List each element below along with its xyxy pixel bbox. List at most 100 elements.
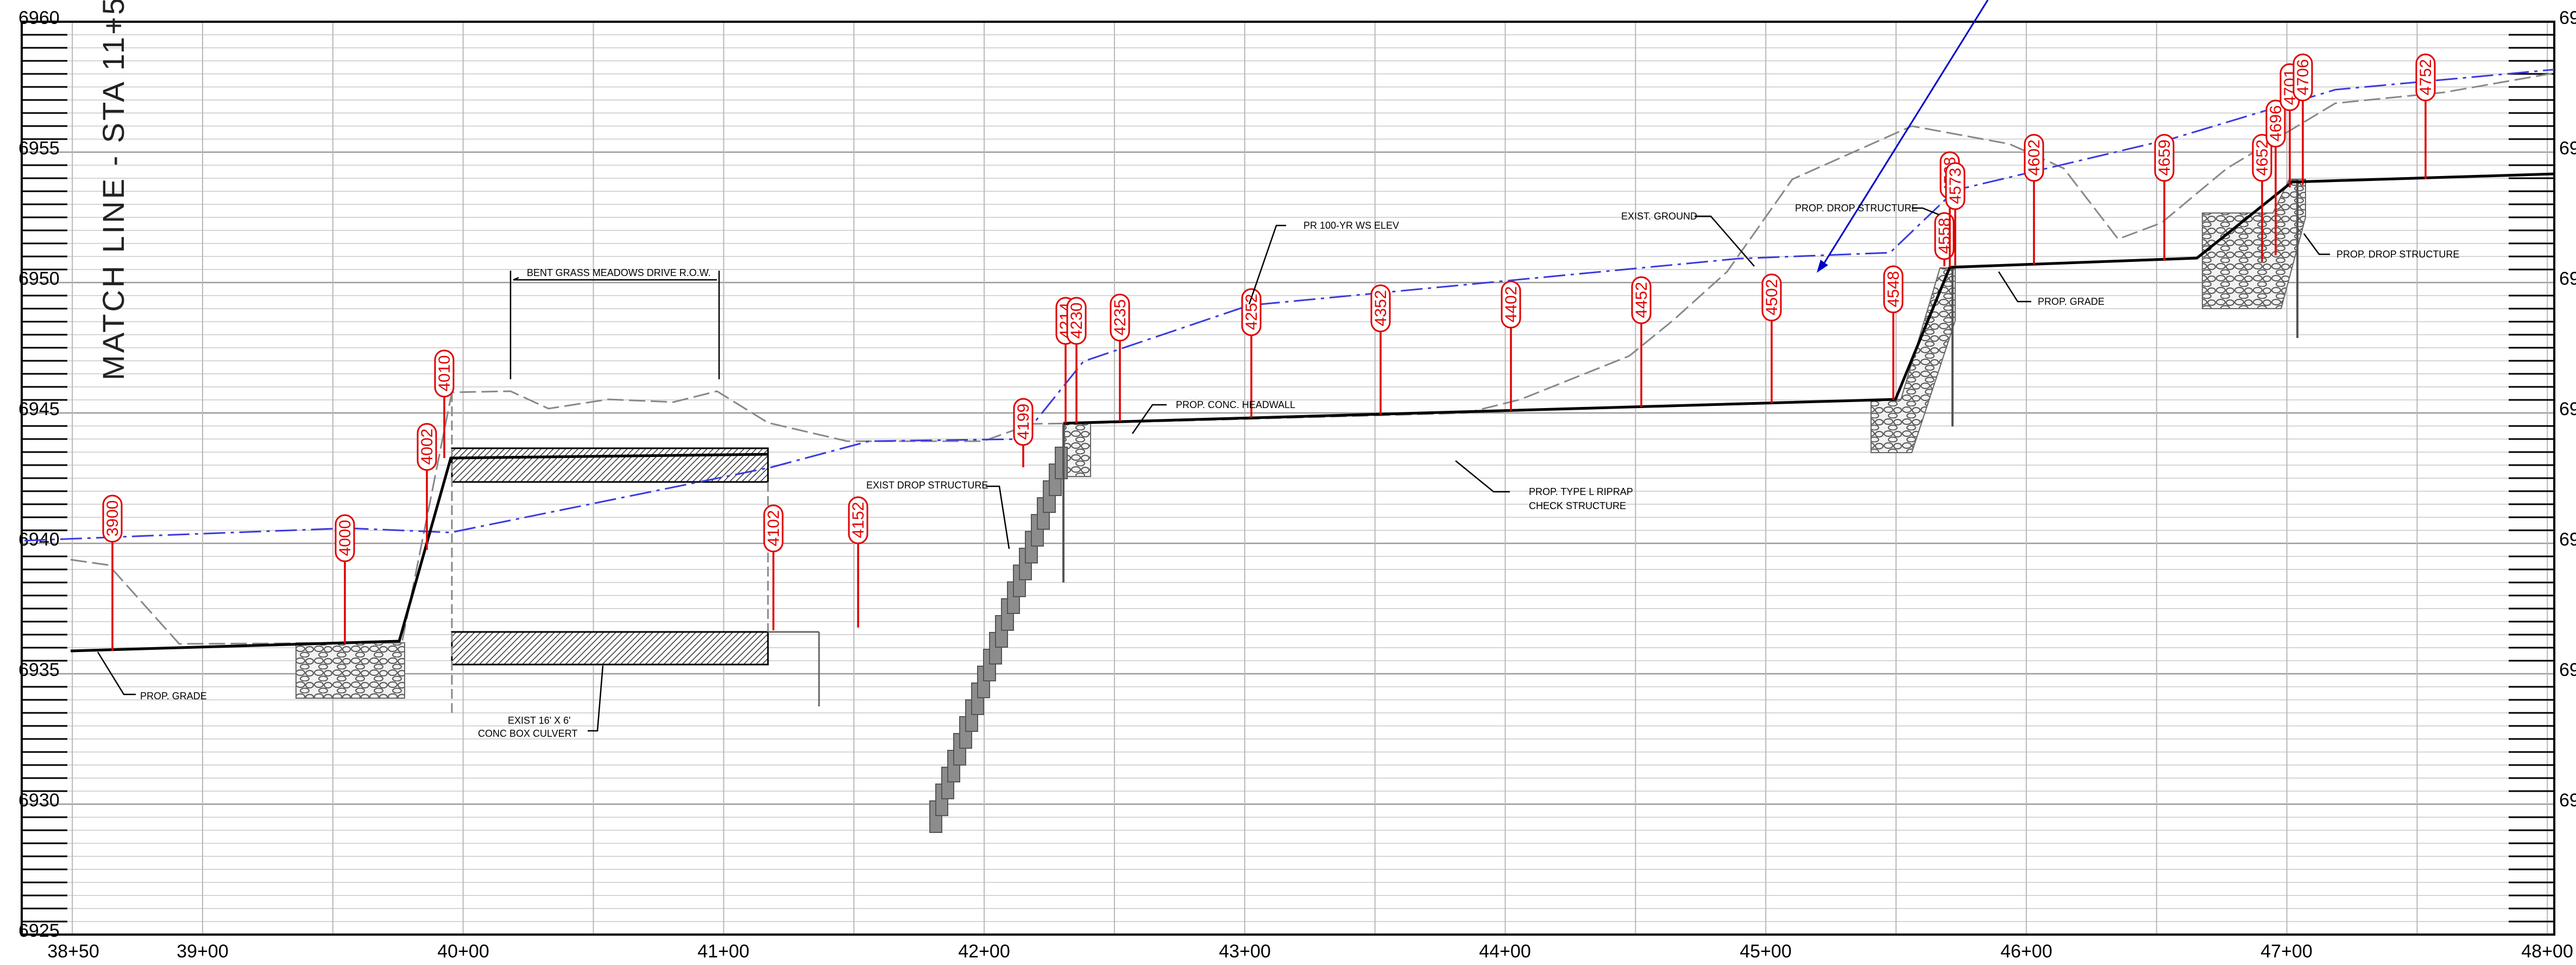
elevation-label-right: 69 bbox=[2559, 660, 2576, 680]
station-marker-label: 4252 bbox=[1243, 294, 1261, 330]
station-marker-label: 4152 bbox=[849, 502, 867, 538]
water-surface-line bbox=[24, 68, 2555, 542]
station-marker-label: 4452 bbox=[1633, 282, 1651, 318]
station-marker: 4402 bbox=[1501, 280, 1521, 411]
riprap-label: PROP. TYPE L RIPRAP bbox=[1529, 486, 1633, 497]
riprap-areas bbox=[295, 179, 2306, 699]
station-marker-label: 4010 bbox=[436, 355, 454, 392]
station-axis: 38+50 39+00 40+00 41+00 42+00 43+00 44+0… bbox=[47, 941, 2573, 962]
structure-walls bbox=[1062, 179, 2298, 582]
station-label: 45+00 bbox=[1740, 941, 1792, 962]
station-label: 39+00 bbox=[177, 941, 229, 962]
station-marker-label: 4230 bbox=[1068, 303, 1086, 339]
elevation-label: 6950 bbox=[18, 268, 60, 289]
station-marker-label: 4502 bbox=[1763, 279, 1781, 316]
riprap-label: CHECK STRUCTURE bbox=[1529, 500, 1626, 511]
exist-ground-label: EXIST. GROUND bbox=[1621, 211, 1697, 222]
station-marker-label: 4652 bbox=[2253, 140, 2271, 176]
riprap-left bbox=[295, 642, 405, 699]
elevation-axis-right: 69 69 69 69 69 69 69 bbox=[2559, 8, 2576, 811]
station-marker-label: 4352 bbox=[1372, 290, 1390, 327]
station-marker: 4452 bbox=[1631, 276, 1652, 407]
station-marker: 4102 bbox=[763, 504, 784, 630]
elevation-label: 6925 bbox=[18, 920, 60, 941]
exist-drop-label: EXIST DROP STRUCTURE bbox=[866, 480, 988, 491]
station-label: 40+00 bbox=[437, 941, 489, 962]
blue-leader-arrow bbox=[1817, 0, 1989, 273]
station-marker: 4199 bbox=[1013, 398, 1034, 467]
row-label: BENT GRASS MEADOWS DRIVE R.O.W. bbox=[527, 267, 711, 278]
station-marker: 4558 bbox=[1934, 212, 1955, 266]
station-label: 48+00 bbox=[2521, 941, 2573, 962]
culvert-label: CONC BOX CULVERT bbox=[478, 728, 577, 739]
station-marker-label: 4000 bbox=[336, 520, 354, 556]
station-label: 47+00 bbox=[2260, 941, 2313, 962]
station-marker: 4602 bbox=[2024, 134, 2044, 265]
station-marker-label: 4402 bbox=[1502, 286, 1520, 323]
prop-drop-label: PROP. DROP STRUCTURE bbox=[1795, 203, 1918, 214]
station-marker-label: 3900 bbox=[104, 500, 122, 537]
elevation-axis: 6960 6955 6950 6945 6940 6935 6930 6925 bbox=[18, 8, 60, 941]
riprap-drop-mid bbox=[1870, 267, 1956, 453]
culvert-label: EXIST 16' X 6' bbox=[508, 715, 571, 726]
station-marker-label: 4573 bbox=[1947, 168, 1964, 204]
station-marker-label: 4199 bbox=[1015, 404, 1032, 440]
station-label: 46+00 bbox=[2000, 941, 2052, 962]
station-marker: 4696 bbox=[2265, 99, 2286, 255]
station-label: 41+00 bbox=[697, 941, 750, 962]
profile-grid bbox=[22, 21, 2554, 936]
station-marker: 4659 bbox=[2154, 134, 2175, 261]
station-label: 38+50 bbox=[47, 941, 99, 962]
headwall-label: PROP. CONC. HEADWALL bbox=[1176, 399, 1295, 410]
prop-grade-label: PROP. GRADE bbox=[140, 691, 207, 701]
station-label: 43+00 bbox=[1219, 941, 1271, 962]
station-marker-label: 4235 bbox=[1111, 299, 1129, 336]
station-marker-label: 4102 bbox=[765, 510, 783, 547]
station-marker: 4706 bbox=[2292, 53, 2313, 185]
drop-structure-step bbox=[1055, 447, 1068, 479]
elevation-label-right: 69 bbox=[2559, 529, 2576, 550]
elevation-label-right: 69 bbox=[2559, 790, 2576, 811]
station-marker: 4010 bbox=[434, 349, 455, 458]
station-marker-label: 4548 bbox=[1885, 271, 1903, 308]
station-marker: 4352 bbox=[1370, 284, 1391, 415]
station-marker-label: 4558 bbox=[1936, 218, 1954, 254]
prop-grade-label: PROP. GRADE bbox=[2038, 296, 2105, 307]
annotation-leaders bbox=[97, 207, 2330, 732]
axis-ticks bbox=[22, 34, 2554, 923]
elevation-label-right: 69 bbox=[2559, 399, 2576, 419]
water-surface-label: PR 100-YR WS ELEV bbox=[1303, 220, 1399, 231]
station-marker-label: 4696 bbox=[2267, 105, 2285, 142]
station-marker: 4002 bbox=[417, 423, 437, 550]
elevation-label-right: 69 bbox=[2559, 138, 2576, 159]
annotations: BENT GRASS MEADOWS DRIVE R.O.W. PROP. GR… bbox=[140, 203, 2459, 739]
station-marker-label: 4752 bbox=[2417, 59, 2435, 96]
riprap-drop-right bbox=[2202, 179, 2306, 309]
station-marker: 4573 bbox=[1945, 162, 1966, 266]
existing-drop-structure bbox=[929, 447, 1068, 833]
prop-drop-label: PROP. DROP STRUCTURE bbox=[2336, 249, 2459, 260]
station-marker: 4230 bbox=[1066, 297, 1087, 423]
elevation-label: 6955 bbox=[18, 138, 60, 159]
elevation-label: 6945 bbox=[18, 399, 60, 419]
station-label: 44+00 bbox=[1479, 941, 1531, 962]
station-marker: 4752 bbox=[2415, 53, 2436, 179]
elevation-label-right: 69 bbox=[2559, 268, 2576, 289]
station-marker: 4252 bbox=[1241, 288, 1262, 418]
elevation-label: 6960 bbox=[18, 8, 60, 28]
station-marker-label: 4706 bbox=[2294, 59, 2312, 96]
elevation-label: 6935 bbox=[18, 660, 60, 680]
station-marker-label: 4002 bbox=[418, 429, 436, 465]
riprap-headwall bbox=[1064, 423, 1091, 477]
station-marker: 4152 bbox=[848, 496, 868, 628]
station-label: 42+00 bbox=[958, 941, 1010, 962]
station-marker: 3900 bbox=[102, 494, 123, 651]
elevation-label: 6930 bbox=[18, 790, 60, 811]
station-marker: 4502 bbox=[1761, 273, 1782, 403]
station-marker-label: 4659 bbox=[2156, 140, 2174, 176]
box-culvert bbox=[451, 392, 820, 717]
elevation-label-right: 69 bbox=[2559, 8, 2576, 28]
